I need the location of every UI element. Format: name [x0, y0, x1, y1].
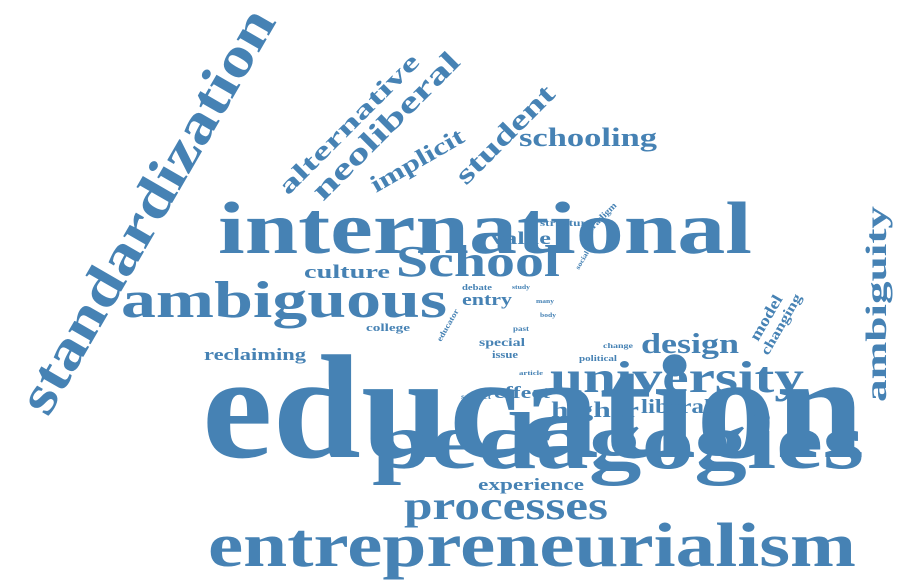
- word-liberal: liberal: [641, 396, 712, 418]
- word-many: many: [536, 299, 554, 305]
- word-political: political: [579, 354, 618, 363]
- word-past: past: [513, 325, 530, 333]
- word-body: body: [540, 313, 556, 319]
- word-schooling: schooling: [519, 123, 657, 152]
- word-processes: processes: [404, 483, 608, 528]
- word-study: study: [512, 285, 530, 291]
- word-entrepreneurialism: entrepreneurialism: [208, 512, 856, 580]
- word-college: college: [366, 322, 410, 334]
- word-design: design: [641, 329, 740, 360]
- word-subject: subject: [461, 393, 492, 401]
- word-experience: experience: [478, 475, 585, 494]
- word-university: university: [550, 353, 804, 402]
- word-pedagogies: pedagogies: [372, 398, 864, 486]
- word-higher: higher: [551, 397, 639, 422]
- word-article: article: [519, 371, 543, 377]
- word-value: value: [491, 228, 551, 248]
- word-ambiguous: ambiguous: [121, 272, 447, 329]
- word-change: change: [603, 342, 633, 350]
- word-structure: structure: [540, 218, 592, 228]
- word-debate: debate: [462, 283, 493, 292]
- word-ambiguity: ambiguity: [860, 206, 893, 402]
- word-entry: entry: [462, 290, 513, 309]
- word-issue: issue: [492, 350, 519, 361]
- word-effect: effect: [494, 383, 550, 402]
- word-education: education: [202, 326, 864, 490]
- word-culture: culture: [304, 262, 390, 283]
- word-special: special: [479, 335, 526, 349]
- word-reclaiming: reclaiming: [204, 345, 307, 364]
- word-school: School: [396, 237, 560, 286]
- word-international: international: [218, 188, 752, 270]
